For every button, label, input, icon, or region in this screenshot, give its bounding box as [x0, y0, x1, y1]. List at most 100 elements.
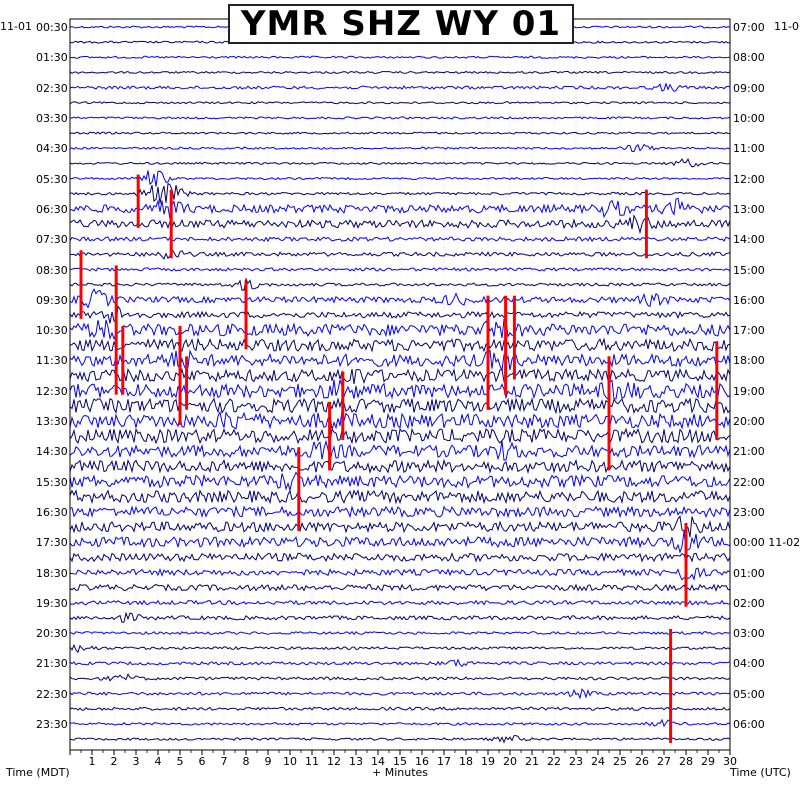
right-time-label-18: 01:00 — [733, 566, 765, 580]
trace-row-38 — [69, 599, 731, 606]
trace-row-45 — [69, 706, 731, 711]
trace-row-34 — [69, 531, 731, 554]
x-tick-label-6: 6 — [199, 755, 206, 768]
right-time-label-15: 22:00 — [733, 475, 765, 489]
clipped-segment-7 — [244, 280, 248, 350]
x-tick-label-8: 8 — [243, 755, 250, 768]
chart-title: YMR SHZ WY 01 — [240, 4, 562, 44]
clipped-segment-15 — [715, 341, 719, 441]
right-time-label-20: 03:00 — [733, 627, 765, 641]
clipped-segment-11 — [486, 295, 490, 410]
trace-row-41 — [69, 643, 731, 654]
trace-row-8 — [69, 143, 731, 152]
trace-row-43 — [69, 673, 731, 682]
trace-row-39 — [69, 611, 731, 623]
trace-row-3 — [69, 70, 731, 75]
clipped-segment-10 — [341, 371, 345, 441]
left-time-label-20: 20:30 — [36, 627, 68, 641]
trace-row-29 — [69, 458, 731, 475]
trace-row-7 — [69, 131, 731, 135]
x-tick-label-13: 13 — [349, 755, 363, 768]
left-time-label-15: 15:30 — [36, 475, 68, 489]
x-tick-label-29: 29 — [701, 755, 715, 768]
right-date-label: 11-0 — [774, 20, 799, 33]
right-time-label-1: 08:00 — [733, 51, 765, 65]
trace-row-27 — [69, 427, 731, 445]
left-time-label-14: 14:30 — [36, 445, 68, 459]
x-axis-label: + Minutes — [372, 766, 429, 779]
right-time-label-16: 23:00 — [733, 505, 765, 519]
trace-row-33 — [69, 515, 731, 538]
right-time-label-6: 13:00 — [733, 202, 765, 216]
trace-row-46 — [69, 718, 731, 728]
clipped-segment-8 — [297, 447, 301, 531]
x-tick-label-20: 20 — [503, 755, 517, 768]
clipped-segment-1 — [169, 189, 173, 259]
x-tick-label-25: 25 — [613, 755, 627, 768]
right-time-label-14: 21:00 — [733, 445, 765, 459]
trace-row-19 — [69, 305, 731, 324]
trace-row-42 — [69, 658, 731, 668]
x-tick-label-21: 21 — [525, 755, 539, 768]
right-time-label-9: 16:00 — [733, 293, 765, 307]
left-time-label-7: 07:30 — [36, 233, 68, 247]
trace-row-2 — [69, 55, 731, 59]
clipped-segment-16 — [684, 522, 688, 607]
trace-row-17 — [69, 277, 731, 291]
right-time-label-8: 15:00 — [733, 263, 765, 277]
title-box: YMR SHZ WY 01 — [228, 4, 574, 44]
right-time-label-5: 12:00 — [733, 172, 765, 186]
x-tick-label-12: 12 — [327, 755, 341, 768]
left-time-label-1: 01:30 — [36, 51, 68, 65]
left-time-label-5: 05:30 — [36, 172, 68, 186]
trace-row-40 — [69, 630, 730, 636]
trace-row-18 — [69, 288, 731, 309]
left-time-label-21: 21:30 — [36, 657, 68, 671]
left-time-label-0: 00:30 — [36, 21, 68, 35]
x-tick-label-2: 2 — [111, 755, 118, 768]
x-tick-label-1: 1 — [89, 755, 96, 768]
left-time-label-12: 12:30 — [36, 384, 68, 398]
clipped-segment-12 — [504, 295, 508, 395]
clipped-segment-5 — [178, 326, 182, 425]
trace-row-37 — [69, 583, 731, 592]
left-time-label-22: 22:30 — [36, 687, 68, 701]
left-time-label-2: 02:30 — [36, 81, 68, 95]
clipped-segments — [79, 174, 719, 744]
x-tick-label-17: 17 — [437, 755, 451, 768]
right-time-label-12: 19:00 — [733, 384, 765, 398]
trace-row-32 — [69, 504, 731, 519]
x-tick-label-10: 10 — [283, 755, 297, 768]
left-time-label-9: 09:30 — [36, 293, 68, 307]
x-tick-label-28: 28 — [679, 755, 693, 768]
clipped-segment-2 — [79, 250, 83, 319]
left-date-label: 11-01 — [0, 20, 32, 33]
clipped-segment-6 — [185, 356, 189, 410]
trace-row-31 — [69, 489, 731, 505]
x-tick-label-24: 24 — [591, 755, 605, 768]
trace-row-35 — [69, 552, 731, 563]
right-time-label-2: 09:00 — [733, 81, 765, 95]
left-time-label-18: 18:30 — [36, 566, 68, 580]
x-tick-label-27: 27 — [657, 755, 671, 768]
x-tick-label-9: 9 — [265, 755, 272, 768]
trace-row-36 — [69, 567, 731, 582]
x-tick-label-23: 23 — [569, 755, 583, 768]
trace-row-4 — [69, 82, 731, 92]
right-time-label-4: 11:00 — [733, 142, 765, 156]
left-time-label-3: 03:30 — [36, 112, 68, 126]
x-tick-label-22: 22 — [547, 755, 561, 768]
trace-row-5 — [69, 101, 731, 105]
clipped-segment-3 — [114, 265, 118, 395]
x-tick-label-3: 3 — [133, 755, 140, 768]
clipped-segment-18 — [669, 629, 673, 744]
left-time-label-23: 23:30 — [36, 718, 68, 732]
right-time-label-22: 05:00 — [733, 687, 765, 701]
x-axis-ticks: 1 2 3 4 5 6 7 8 9 10 11 12 13 14 15 16 17 18 19 20 21 22 23 24 2… — [69, 750, 737, 768]
trace-row-10 — [69, 170, 731, 187]
left-time-label-8: 08:30 — [36, 263, 68, 277]
trace-row-44 — [69, 688, 731, 700]
x-tick-label-30: 30 — [723, 755, 737, 768]
